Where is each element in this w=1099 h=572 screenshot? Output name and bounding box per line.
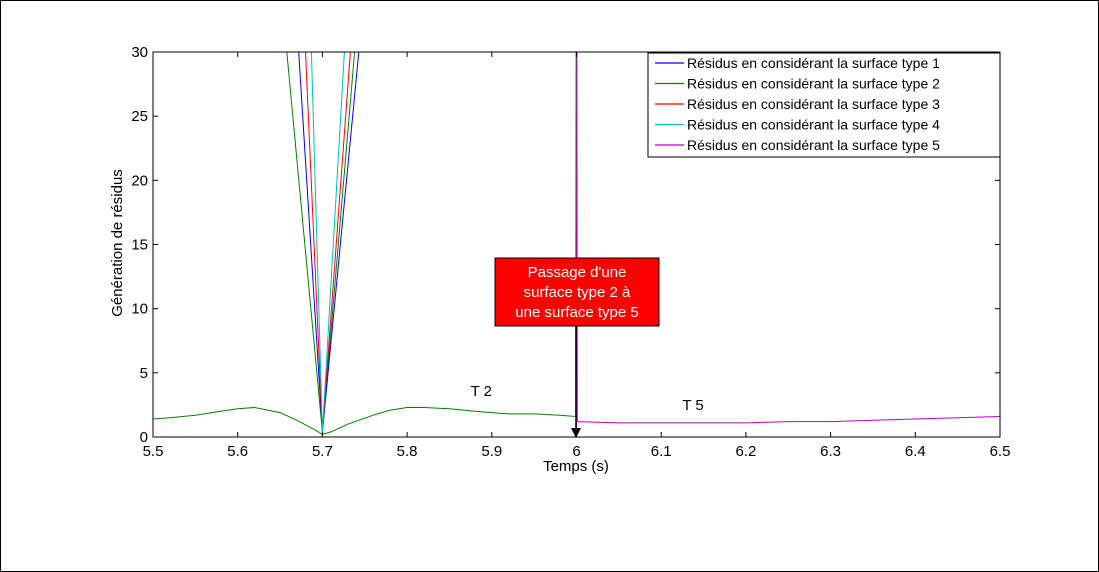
y-tick-label: 15 (131, 237, 148, 254)
series-lines (153, 52, 1000, 436)
legend-box (647, 52, 1001, 158)
legend-label-5: Résidus en considérant la surface type 5 (687, 137, 940, 153)
callout-line-2: surface type 2 à (524, 284, 631, 301)
series-line-4 (310, 52, 345, 432)
y-tick-label: 5 (140, 365, 148, 382)
y-tick-label: 20 (131, 172, 148, 189)
x-tick-label: 5.8 (397, 443, 418, 460)
x-tick-label: 5.6 (227, 443, 248, 460)
axis-ticks: 5.5 5.6 5.7 5.8 5.9 6 6.1 6.2 6.3 6.4 6.5 0 5 10 15 20 2… (131, 44, 1010, 460)
annotation-t2: T 2 (471, 383, 492, 400)
y-tick-label: 0 (140, 429, 148, 446)
x-tick-label: 6.2 (735, 443, 756, 460)
series-line-5 (576, 52, 1000, 436)
x-tick-label: 5.5 (143, 443, 164, 460)
x-tick-label: 6.3 (820, 443, 841, 460)
annotation-t5: T 5 (682, 397, 703, 414)
legend-label-3: Résidus en considérant la surface type 3 (687, 96, 940, 112)
x-tick-label: 6.5 (990, 443, 1011, 460)
y-tick-label: 10 (131, 301, 148, 318)
callout-box: Passage d'une surface type 2 à une surfa… (494, 257, 660, 327)
x-tick-label: 6.1 (651, 443, 672, 460)
callout-rect (494, 257, 660, 327)
x-tick-label: 6 (572, 443, 580, 460)
series-line-2 (153, 52, 577, 436)
y-tick-label: 25 (131, 108, 148, 125)
legend: Résidus en considérant la surface type 1… (647, 52, 1001, 158)
x-tick-label: 6.4 (905, 443, 926, 460)
y-axis-label: Génération de résidus (109, 169, 126, 317)
x-axis-label: Temps (s) (543, 458, 609, 475)
callout-line-1: Passage d'une (528, 264, 627, 281)
callout-arrow-head (571, 428, 581, 438)
legend-label-2: Résidus en considérant la surface type 2 (687, 76, 940, 92)
x-tick-label: 5.7 (312, 443, 333, 460)
y-tick-label: 30 (131, 44, 148, 61)
callout-line-3: une surface type 5 (515, 304, 638, 321)
legend-label-4: Résidus en considérant la surface type 4 (687, 117, 940, 133)
x-tick-label: 5.9 (481, 443, 502, 460)
legend-label-1: Résidus en considérant la surface type 1 (687, 55, 940, 71)
